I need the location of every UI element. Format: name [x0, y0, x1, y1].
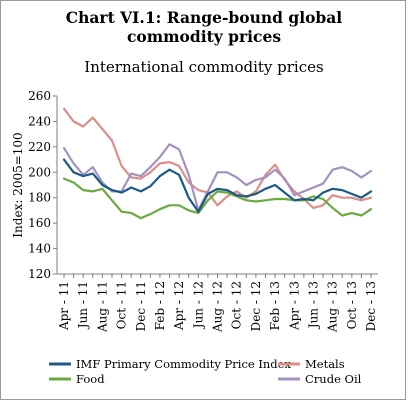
x-tick-label: Apr - 13	[287, 281, 301, 331]
chart-title-line-2: commodity prices	[126, 27, 282, 46]
legend-label-metals: Metals	[305, 357, 345, 371]
x-tick-label: Feb - 13	[268, 281, 282, 330]
x-tick-label: Feb - 12	[153, 281, 167, 330]
chart-title: Chart VI.1: Range-bound global commodity…	[0, 8, 408, 46]
series-line-metals	[62, 107, 373, 209]
y-tick-label: 160	[28, 216, 51, 230]
x-tick-label: Oct - 12	[230, 281, 244, 329]
series-line-food	[62, 177, 373, 220]
y-tick-label: 180	[28, 191, 51, 205]
series-lines	[62, 107, 373, 220]
x-tick-label: Aug - 12	[211, 281, 225, 333]
x-tick-label: Jun - 13	[306, 281, 320, 330]
chart-title-line-1: Chart VI.1: Range-bound global	[65, 8, 343, 27]
legend-label-food: Food	[76, 372, 105, 386]
legend-label-crude-oil: Crude Oil	[305, 372, 362, 386]
series-line-imf-primary-commodity-price-index	[62, 158, 373, 213]
x-tick-label: Oct - 13	[345, 281, 359, 329]
y-tick-label: 220	[28, 140, 51, 154]
axes: 120 140 160 180 200 220 240 260 Index: 2005=100 A…	[11, 89, 378, 333]
y-tick-label: 140	[28, 242, 51, 256]
x-tick-label: Oct - 11	[115, 281, 129, 329]
x-tick-label: Jun - 12	[191, 281, 205, 330]
x-tick-label: Aug - 11	[95, 281, 109, 333]
y-tick-label: 240	[28, 114, 51, 128]
x-tick-label: Jun - 11	[76, 281, 90, 330]
x-tick-label: Apr - 12	[172, 281, 186, 331]
x-tick-label: Dec - 12	[249, 281, 263, 331]
legend: IMF Primary Commodity Price Index Metals F…	[49, 357, 362, 386]
y-axis-label: Index: 2005=100	[11, 132, 25, 237]
x-tick-label: Apr - 11	[57, 281, 71, 331]
x-tick-label: Dec - 11	[134, 281, 148, 331]
x-tick-label: Aug - 13	[326, 281, 340, 333]
x-tick-label: Dec - 13	[364, 281, 378, 331]
y-tick-label: 120	[28, 267, 51, 281]
legend-label-imf-primary-commodity-price-index: IMF Primary Commodity Price Index	[76, 357, 291, 371]
chart-subtitle: International commodity prices	[84, 58, 324, 76]
y-tick-label: 200	[28, 165, 51, 179]
y-tick-label: 260	[28, 89, 51, 103]
